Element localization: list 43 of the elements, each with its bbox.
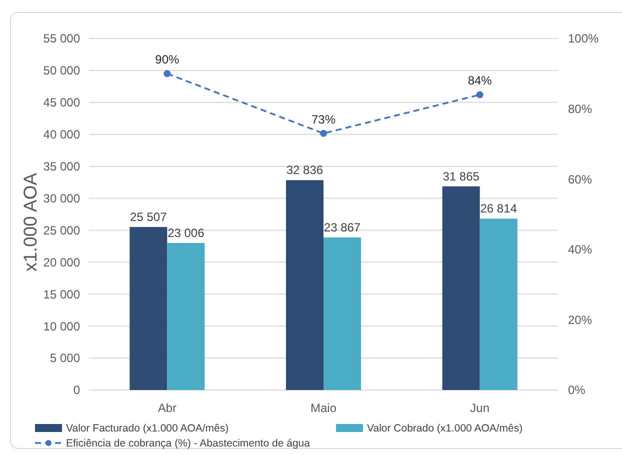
- y-tick-label: 5 000: [50, 351, 80, 366]
- data-label: 25 507: [130, 210, 168, 224]
- y-tick-label: 50 000: [43, 64, 80, 78]
- data-label: 26 814: [480, 202, 518, 216]
- y-tick-label: 0: [73, 383, 80, 398]
- legend-label: Valor Cobrado (x1.000 AOA/mês): [367, 422, 523, 435]
- bar: [324, 237, 362, 390]
- x-tick-label: Abr: [158, 401, 177, 416]
- y-tick-label: 40 000: [43, 128, 80, 142]
- bar: [286, 180, 324, 390]
- data-label: 23 867: [324, 220, 361, 234]
- bar: [442, 186, 480, 390]
- data-label: 84%: [468, 74, 492, 88]
- data-label: 32 836: [286, 163, 324, 178]
- bar: [130, 226, 168, 390]
- point: [476, 91, 484, 98]
- legend-label: Valor Facturado (x1.000 AOA/mês): [66, 422, 229, 435]
- data-label: 23 006: [168, 226, 205, 240]
- bar: [167, 242, 205, 390]
- y2-tick-label: 100%: [568, 32, 600, 46]
- y-tick-label: 10 000: [43, 319, 80, 334]
- y-tick-label: 35 000: [43, 160, 80, 174]
- y-tick-label: 45 000: [43, 96, 80, 110]
- bar: [480, 218, 518, 390]
- point: [320, 130, 327, 137]
- x-tick-label: Maio: [310, 401, 337, 416]
- data-label: 90%: [155, 52, 180, 67]
- y-tick-label: 30 000: [43, 191, 80, 206]
- point: [164, 70, 171, 78]
- y-tick-label: 20 000: [43, 255, 80, 270]
- legend-label: Eficiência de cobrança (%) - Abastecimento de água: [66, 438, 310, 450]
- y2-tick-label: 60%: [568, 172, 592, 186]
- y-tick-label: 15 000: [43, 287, 80, 302]
- data-label: 73%: [311, 112, 336, 126]
- y-axis-title: x1.000 AOA: [19, 172, 40, 272]
- y-tick-label: 55 000: [43, 32, 80, 46]
- data-label: 31 865: [442, 169, 480, 184]
- y2-tick-label: 20%: [568, 312, 592, 327]
- y2-tick-label: 80%: [568, 102, 592, 116]
- y2-tick-label: 40%: [568, 242, 592, 257]
- x-tick-label: Jun: [470, 401, 490, 416]
- y2-tick-label: 0%: [568, 383, 586, 398]
- y-tick-label: 25 000: [43, 223, 80, 238]
